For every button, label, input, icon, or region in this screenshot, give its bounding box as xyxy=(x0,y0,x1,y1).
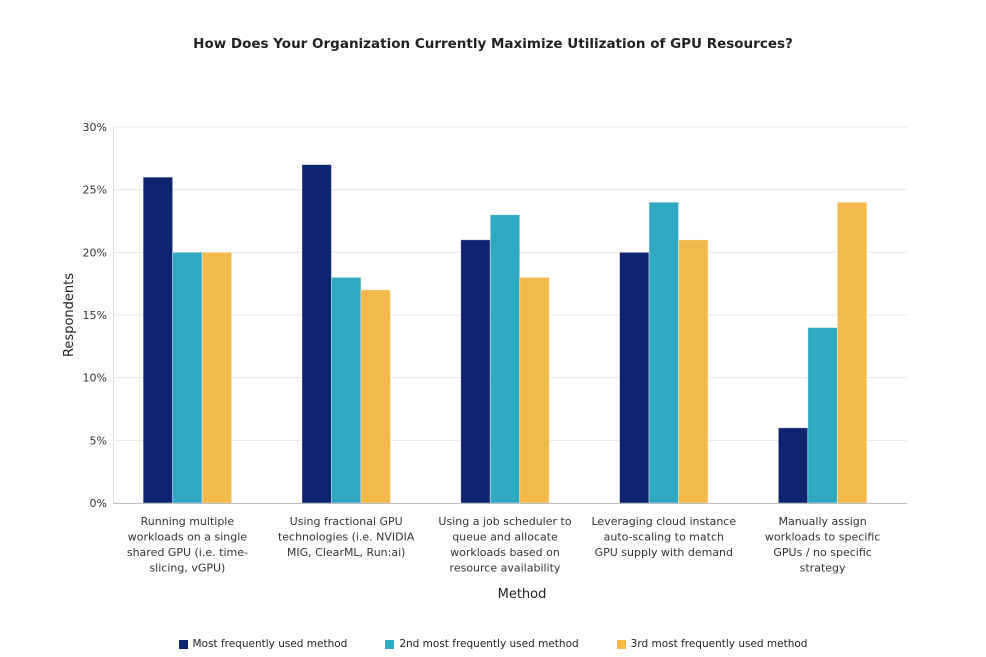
legend-item-most-frequent[interactable]: Most frequently used method xyxy=(178,638,348,650)
chart-title: How Does Your Organization Currently Max… xyxy=(193,36,793,52)
x-tick-label: Leveraging cloud instance auto-scaling to… xyxy=(591,515,736,559)
x-tick-label: Using a job scheduler to queue and alloca… xyxy=(438,515,571,575)
bar-1-category-2[interactable] xyxy=(301,164,332,504)
bar-2-category-5[interactable] xyxy=(807,327,838,504)
bar-3-category-1[interactable] xyxy=(201,251,233,504)
y-tick-label: 25% xyxy=(83,184,107,197)
bar-1-category-3[interactable] xyxy=(460,239,491,504)
x-tick-label: Running multiple workloads on a single sha… xyxy=(127,515,248,575)
y-tick-label: 20% xyxy=(83,246,107,259)
bar-2-category-1[interactable] xyxy=(172,251,203,504)
y-axis-title: Respondents xyxy=(62,273,77,357)
y-tick-label: 10% xyxy=(83,372,107,385)
bar-1-category-5[interactable] xyxy=(777,427,809,504)
bar-2-category-3[interactable] xyxy=(489,214,521,504)
bar-3-category-2[interactable] xyxy=(360,289,391,504)
legend-label: 2nd most frequently used method xyxy=(399,638,579,650)
bar-3-category-5[interactable] xyxy=(836,201,868,504)
legend-item-2nd-most-frequent[interactable]: 2nd most frequently used method xyxy=(385,638,579,650)
legend: Most frequently used method 2nd most fre… xyxy=(0,638,986,650)
bar-1-category-1[interactable] xyxy=(142,176,174,504)
bar-3-category-4[interactable] xyxy=(678,239,709,504)
legend-swatch xyxy=(178,639,188,649)
y-tick-label: 0% xyxy=(90,497,107,510)
bars xyxy=(142,164,868,504)
legend-swatch xyxy=(616,639,626,649)
bar-2-category-4[interactable] xyxy=(648,201,679,504)
legend-label: 3rd most frequently used method xyxy=(630,638,808,650)
y-tick-label: 30% xyxy=(83,121,107,134)
x-tick-label: Using fractional GPU technologies (i.e. N… xyxy=(278,515,415,559)
x-axis-title: Method xyxy=(498,587,547,602)
legend-label: Most frequently used method xyxy=(192,638,348,650)
bar-3-category-3[interactable] xyxy=(519,276,550,504)
y-tick-label: 5% xyxy=(90,434,107,447)
x-tick-label: Manually assign workloads to specific GPUs… xyxy=(765,515,880,575)
legend-swatch xyxy=(385,639,395,649)
bar-2-category-2[interactable] xyxy=(331,276,362,504)
legend-item-3rd-most-frequent[interactable]: 3rd most frequently used method xyxy=(616,638,808,650)
x-axis-category-labels: Running multiple workloads on a single sha… xyxy=(127,515,880,575)
y-tick-label: 15% xyxy=(83,309,107,322)
bar-1-category-4[interactable] xyxy=(619,251,650,504)
y-axis-ticks: 0% 5% 10% 15% 20% 25% 30% xyxy=(83,121,107,510)
